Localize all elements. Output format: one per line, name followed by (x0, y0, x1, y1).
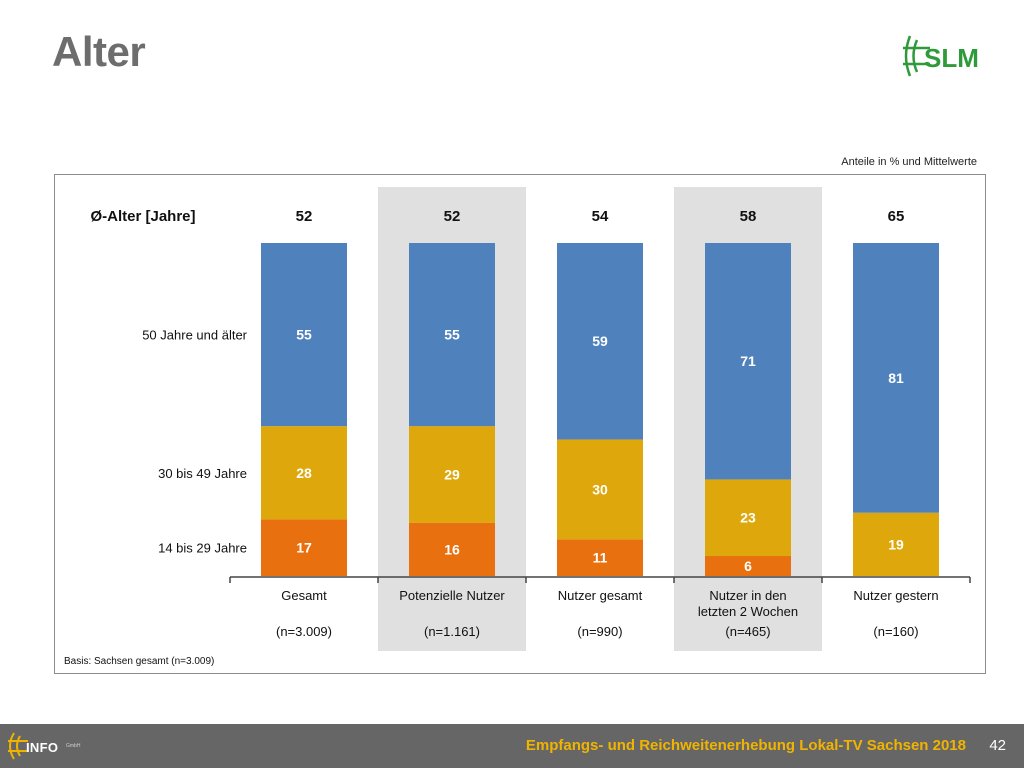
data-label: 59 (592, 333, 608, 349)
bar-segment (409, 243, 495, 427)
page-title: Alter (52, 28, 146, 75)
category-label: Nutzer gesamt (558, 588, 643, 603)
legend-label: 50 Jahre und älter (142, 328, 247, 343)
chart-frame (54, 174, 986, 674)
info-logo-icon (8, 732, 28, 760)
data-label: 11 (593, 550, 608, 566)
bar-segment (705, 479, 791, 557)
bar-segment (409, 522, 495, 576)
category-label: Nutzer in den (709, 588, 786, 603)
category-label: Nutzer gestern (853, 588, 938, 603)
sample-size-label: (n=465) (725, 624, 770, 639)
data-label: 23 (740, 510, 756, 526)
category-label: Gesamt (281, 588, 327, 603)
bar-segment (261, 243, 347, 427)
avg-age-value: 52 (444, 208, 461, 225)
data-label: 28 (296, 465, 312, 481)
sample-size-label: (n=990) (577, 624, 622, 639)
data-label: 81 (888, 370, 904, 386)
data-label: 30 (592, 481, 608, 497)
category-label: letzten 2 Wochen (698, 604, 798, 619)
avg-age-value: 65 (888, 208, 905, 225)
category-label: Potenzielle Nutzer (399, 588, 505, 603)
avg-age-value: 52 (296, 208, 313, 225)
data-label: 17 (296, 540, 312, 556)
basis-note: Basis: Sachsen gesamt (n=3.009) (64, 656, 215, 667)
bar-segment (409, 426, 495, 523)
data-label: 6 (744, 558, 752, 574)
bar-segment (557, 439, 643, 540)
avg-age-value: 54 (592, 208, 609, 225)
info-logo-small-text: GmbH (66, 743, 81, 749)
info-logo-text: INFO (26, 740, 59, 755)
data-label: 19 (888, 536, 904, 552)
bar-segment (261, 519, 347, 576)
chart-note: Anteile in % und Mittelwerte (841, 156, 977, 168)
bar-segment (853, 243, 939, 513)
bar-segment (557, 243, 643, 440)
bar-segment (261, 426, 347, 520)
data-label: 55 (444, 327, 460, 343)
data-label: 71 (740, 353, 756, 369)
bar-segment (853, 512, 939, 576)
bar-segment (705, 243, 791, 480)
data-label: 16 (444, 541, 460, 557)
sample-size-label: (n=3.009) (276, 624, 332, 639)
slm-logo-text: SLM (924, 43, 979, 73)
page-number: 42 (989, 737, 1006, 754)
avg-age-value: 58 (740, 208, 757, 225)
footer-bar: INFO GmbH Empfangs- und Reichweitenerheb… (0, 724, 1024, 768)
slm-logo: SLM (903, 35, 979, 77)
avg-age-label: Ø-Alter [Jahre] (90, 208, 195, 225)
bar-segment (705, 556, 791, 576)
data-label: 55 (296, 327, 312, 343)
bar-segment (557, 539, 643, 576)
data-label: 29 (444, 466, 460, 482)
legend-label: 14 bis 29 Jahre (158, 541, 247, 556)
footer-title: Empfangs- und Reichweitenerhebung Lokal-… (525, 737, 966, 754)
sample-size-label: (n=160) (873, 624, 918, 639)
legend-label: 30 bis 49 Jahre (158, 466, 247, 481)
sample-size-label: (n=1.161) (424, 624, 480, 639)
